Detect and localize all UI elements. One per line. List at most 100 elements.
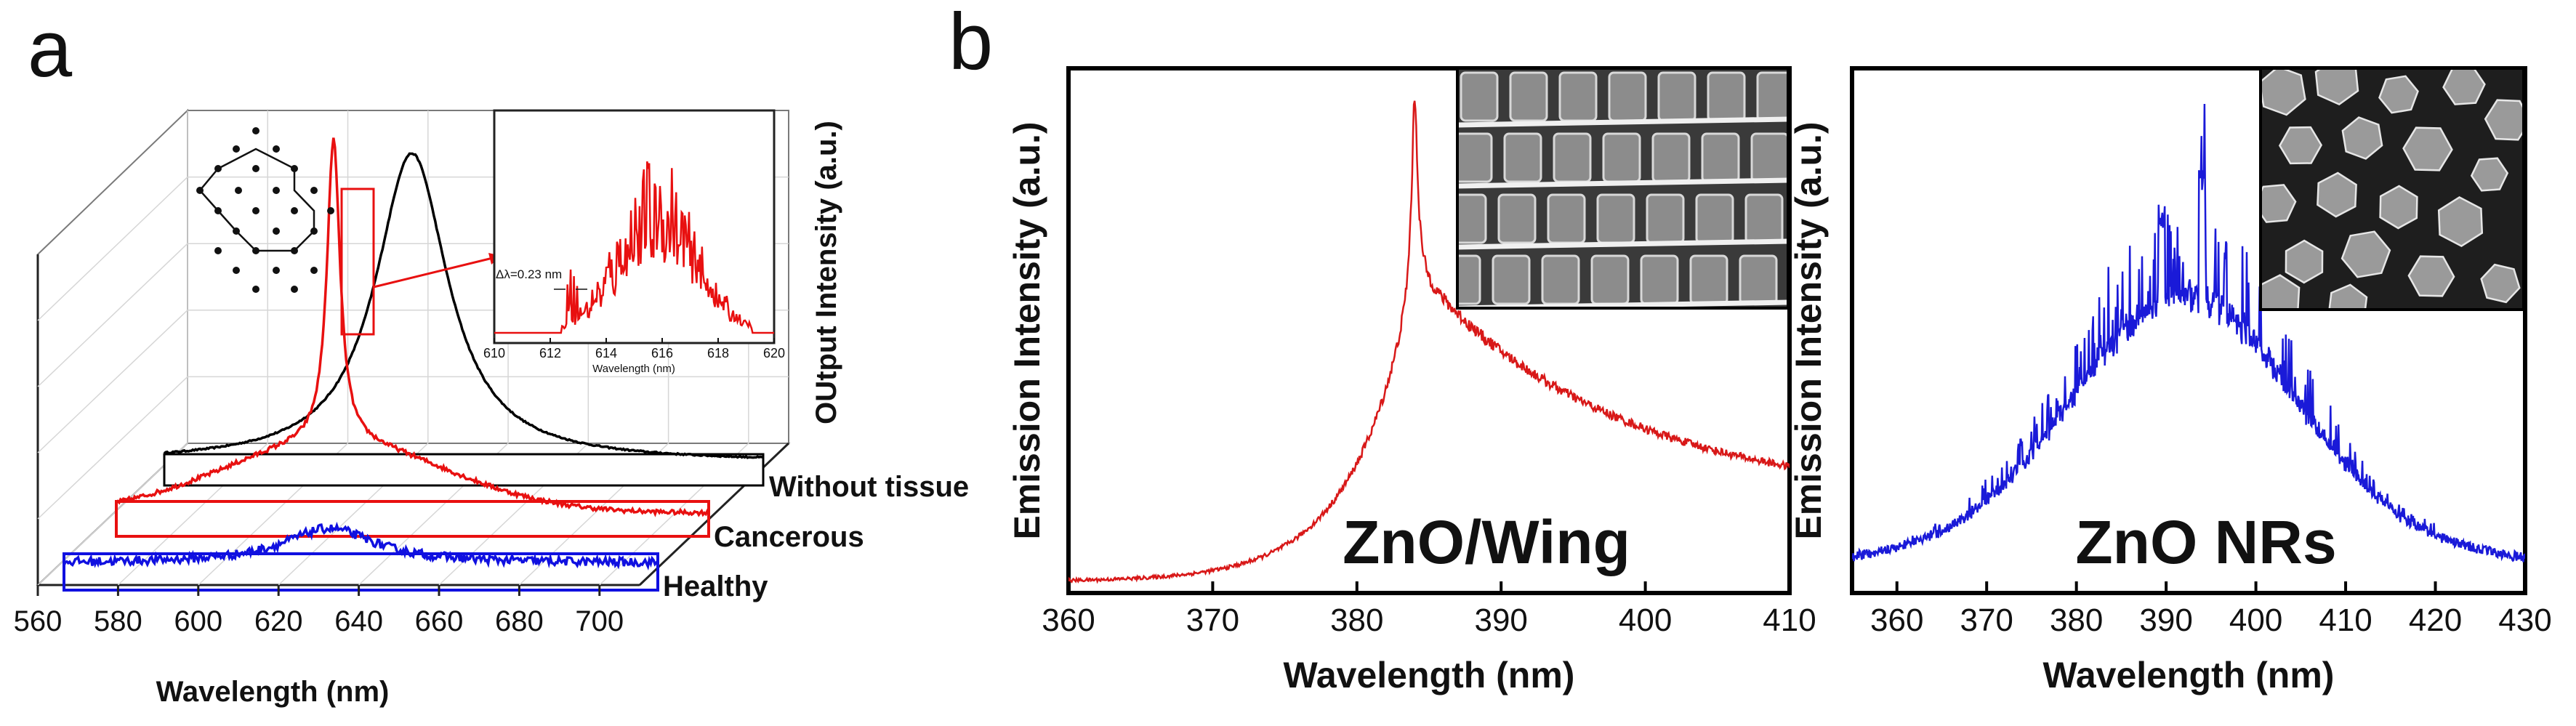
sem-ridge <box>1457 177 1788 189</box>
sem-nanorod <box>2314 68 2359 106</box>
sem-nanorod <box>2261 68 2306 116</box>
sem-nanorod <box>2341 116 2383 160</box>
panel-label-b: b <box>949 0 993 86</box>
sem-scale-cell <box>1701 132 1740 183</box>
sem-inset-frame-right <box>2259 67 2525 311</box>
lattice-dot <box>252 165 259 172</box>
lattice-dot <box>214 247 222 254</box>
sem-scale-cell <box>1457 132 1493 183</box>
inset-x-tick-label: 610 <box>483 346 505 360</box>
panel-b-left-y-axis-label: Emission Intensity (a.u.) <box>1007 121 1047 539</box>
inset-x-tick-label: 618 <box>707 346 729 360</box>
panel-a-inset: 610 612 614 616 618 620 Wavelength (nm) Δλ=0.… <box>483 109 785 375</box>
panel-a-chart: 610 612 614 616 618 620 Wavelength (nm) Δλ=0.… <box>14 108 969 708</box>
sem-nanorod <box>2261 274 2301 310</box>
sem-nanorod <box>2407 255 2455 297</box>
sem-nanorod <box>2340 230 2391 278</box>
x-tick-label: 400 <box>1619 602 1672 638</box>
x-tick-label: 620 <box>254 605 303 637</box>
slice-without-tissue <box>163 152 765 487</box>
panel-b-right-x-axis-label: Wavelength (nm) <box>2043 655 2335 695</box>
x-tick-label: 680 <box>495 605 544 637</box>
sem-scale-cell <box>1541 254 1580 305</box>
sem-scale-cell <box>1547 193 1586 244</box>
sem-scale-cell <box>1457 193 1487 244</box>
sem-scale-cell <box>1608 71 1647 122</box>
slice-plate-cancerous <box>115 500 710 538</box>
x-tick-label: 580 <box>94 605 142 637</box>
sem-nanorod <box>2378 75 2419 114</box>
lattice-dot <box>233 267 240 274</box>
panel-label-a: a <box>28 4 73 94</box>
sem-scale-cell <box>1492 254 1531 305</box>
sem-nanorod <box>2379 185 2418 230</box>
lattice-dot <box>233 145 240 153</box>
lattice-dot <box>310 187 318 194</box>
sem-inset-frame-left <box>1456 67 1790 310</box>
x-tick-label: 360 <box>1870 602 1923 638</box>
series-label-cancerous: Cancerous <box>714 521 864 553</box>
sem-nanorod <box>2285 239 2324 284</box>
sem-scale-cell <box>1553 132 1592 183</box>
sem-scale-cell <box>1744 193 1784 244</box>
x-tick-label: 560 <box>14 605 63 637</box>
series-line-without-tissue <box>163 152 764 459</box>
lattice-dot <box>252 286 259 293</box>
chart-title-zno-nrs: ZnO NRs <box>2075 508 2336 576</box>
x-tick-label: 380 <box>1330 602 1383 638</box>
slice-plate-without-tissue <box>163 453 765 487</box>
x-tick-label: 640 <box>334 605 383 637</box>
x-tick-label: 600 <box>174 605 222 637</box>
x-tick-label: 360 <box>1042 602 1095 638</box>
gridline <box>37 177 188 321</box>
lattice-dot <box>273 187 280 194</box>
photonic-lattice-schematic <box>196 127 334 293</box>
panel-b-right-y-axis-label: Emission Intensity (a.u.) <box>1788 121 1829 539</box>
x-tick-label: 370 <box>1186 602 1239 638</box>
sem-scale-cell <box>1460 71 1499 122</box>
slice-plate-healthy <box>63 552 659 592</box>
lattice-dot <box>273 267 280 274</box>
sem-scale-cell <box>1602 132 1641 183</box>
panel-b-left-x-axis-label: Wavelength (nm) <box>1284 655 1575 695</box>
sem-nanorod <box>2402 126 2453 172</box>
x-tick-label: 660 <box>415 605 464 637</box>
series-line-zno-nrs <box>1852 103 2525 562</box>
series-label-healthy: Healthy <box>663 570 768 602</box>
slice-cancerous <box>115 137 710 538</box>
sem-scale-cell <box>1596 193 1635 244</box>
zoom-region-box <box>340 187 375 336</box>
lattice-dot <box>235 187 242 194</box>
lattice-dot <box>273 227 280 235</box>
sem-scale-cell <box>1503 132 1542 183</box>
lattice-dot <box>327 207 334 214</box>
sem-scale-cell <box>1707 71 1746 122</box>
sem-nanorods-image <box>2261 68 2524 310</box>
sem-scale-cell <box>1695 193 1734 244</box>
lattice-dot <box>310 267 318 274</box>
slice-healthy <box>63 521 659 592</box>
sem-scale-cell <box>1457 254 1481 305</box>
lattice-loop-path <box>198 148 315 252</box>
sem-scale-cell <box>1750 132 1788 183</box>
inset-x-tick-label: 614 <box>595 346 617 360</box>
series-line-cancerous <box>115 137 710 517</box>
x-tick-label: 420 <box>2409 602 2462 638</box>
sem-wing-image <box>1457 68 1788 308</box>
x-tick-label: 410 <box>1763 602 1816 638</box>
zoom-arrow <box>373 254 502 289</box>
sem-scale-cell <box>1689 254 1728 305</box>
sem-nanorod <box>2328 283 2368 310</box>
sem-nanorod <box>2317 172 2357 218</box>
lattice-dot <box>252 127 259 134</box>
sem-nanorod <box>2470 157 2509 192</box>
sem-ridge <box>1457 238 1788 250</box>
gridline <box>37 243 188 387</box>
linewidth-annotation: Δλ=0.23 nm <box>496 267 562 281</box>
sem-scale-cell <box>1646 193 1685 244</box>
series-label-without-tissue: Without tissue <box>769 471 969 503</box>
sem-nanorod <box>2480 263 2521 304</box>
sem-ridge <box>1457 116 1788 128</box>
x-tick-label: 410 <box>2319 602 2372 638</box>
